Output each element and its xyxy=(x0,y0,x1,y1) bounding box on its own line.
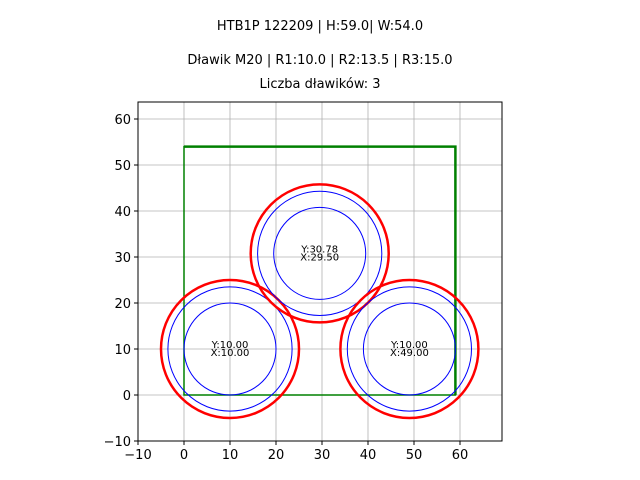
gland-middle-circle xyxy=(346,286,472,412)
y-tick-label: 50 xyxy=(114,159,131,174)
gland-inner-circle xyxy=(183,302,277,396)
gland-outer-circle xyxy=(249,183,390,324)
x-tick-label: 10 xyxy=(222,448,239,463)
gland-label-y: Y:10.00 xyxy=(211,340,249,351)
gland-label-y: Y:30.78 xyxy=(300,244,338,255)
y-tick-label: −10 xyxy=(104,435,131,450)
x-tick-label: 30 xyxy=(314,448,331,463)
gland-outer-circle xyxy=(339,278,480,420)
y-tick-label: 10 xyxy=(114,343,131,358)
gland-inner-circle xyxy=(362,302,456,396)
gland-label-x: X:10.00 xyxy=(211,348,250,359)
gland-middle-circle xyxy=(257,190,383,317)
gland-inner-circle xyxy=(273,206,367,300)
y-tick-label: 0 xyxy=(123,389,131,404)
y-tick-label: 60 xyxy=(114,113,131,128)
chart-title-line3: Liczba dławików: 3 xyxy=(259,77,381,92)
y-tick-label: 20 xyxy=(114,297,131,312)
plot-content: Y:10.00X:10.00Y:30.78X:29.50Y:10.00X:49.… xyxy=(138,102,502,441)
y-tick-label: 30 xyxy=(114,251,131,266)
gland-middle-circle xyxy=(167,286,293,412)
x-tick-label: 50 xyxy=(406,448,423,463)
gland-label-y: Y:10.00 xyxy=(390,340,428,351)
gland-outer-circle xyxy=(159,278,301,420)
y-tick-label: 40 xyxy=(114,205,131,220)
x-tick-label: 40 xyxy=(360,448,377,463)
x-tick-label: −10 xyxy=(124,448,151,463)
gland-label-x: X:29.50 xyxy=(300,252,339,263)
gland-label-x: X:49.00 xyxy=(390,348,429,359)
x-tick-label: 0 xyxy=(180,448,188,463)
x-tick-label: 20 xyxy=(268,448,285,463)
x-tick-label: 60 xyxy=(452,448,469,463)
enclosure-edge xyxy=(184,145,457,395)
axes-frame xyxy=(137,101,503,442)
chart-title-line2: Dławik M20 | R1:10.0 | R2:13.5 | R3:15.0 xyxy=(187,53,453,68)
chart-title-line1: HTB1P 122209 | H:59.0| W:54.0 xyxy=(216,19,424,34)
